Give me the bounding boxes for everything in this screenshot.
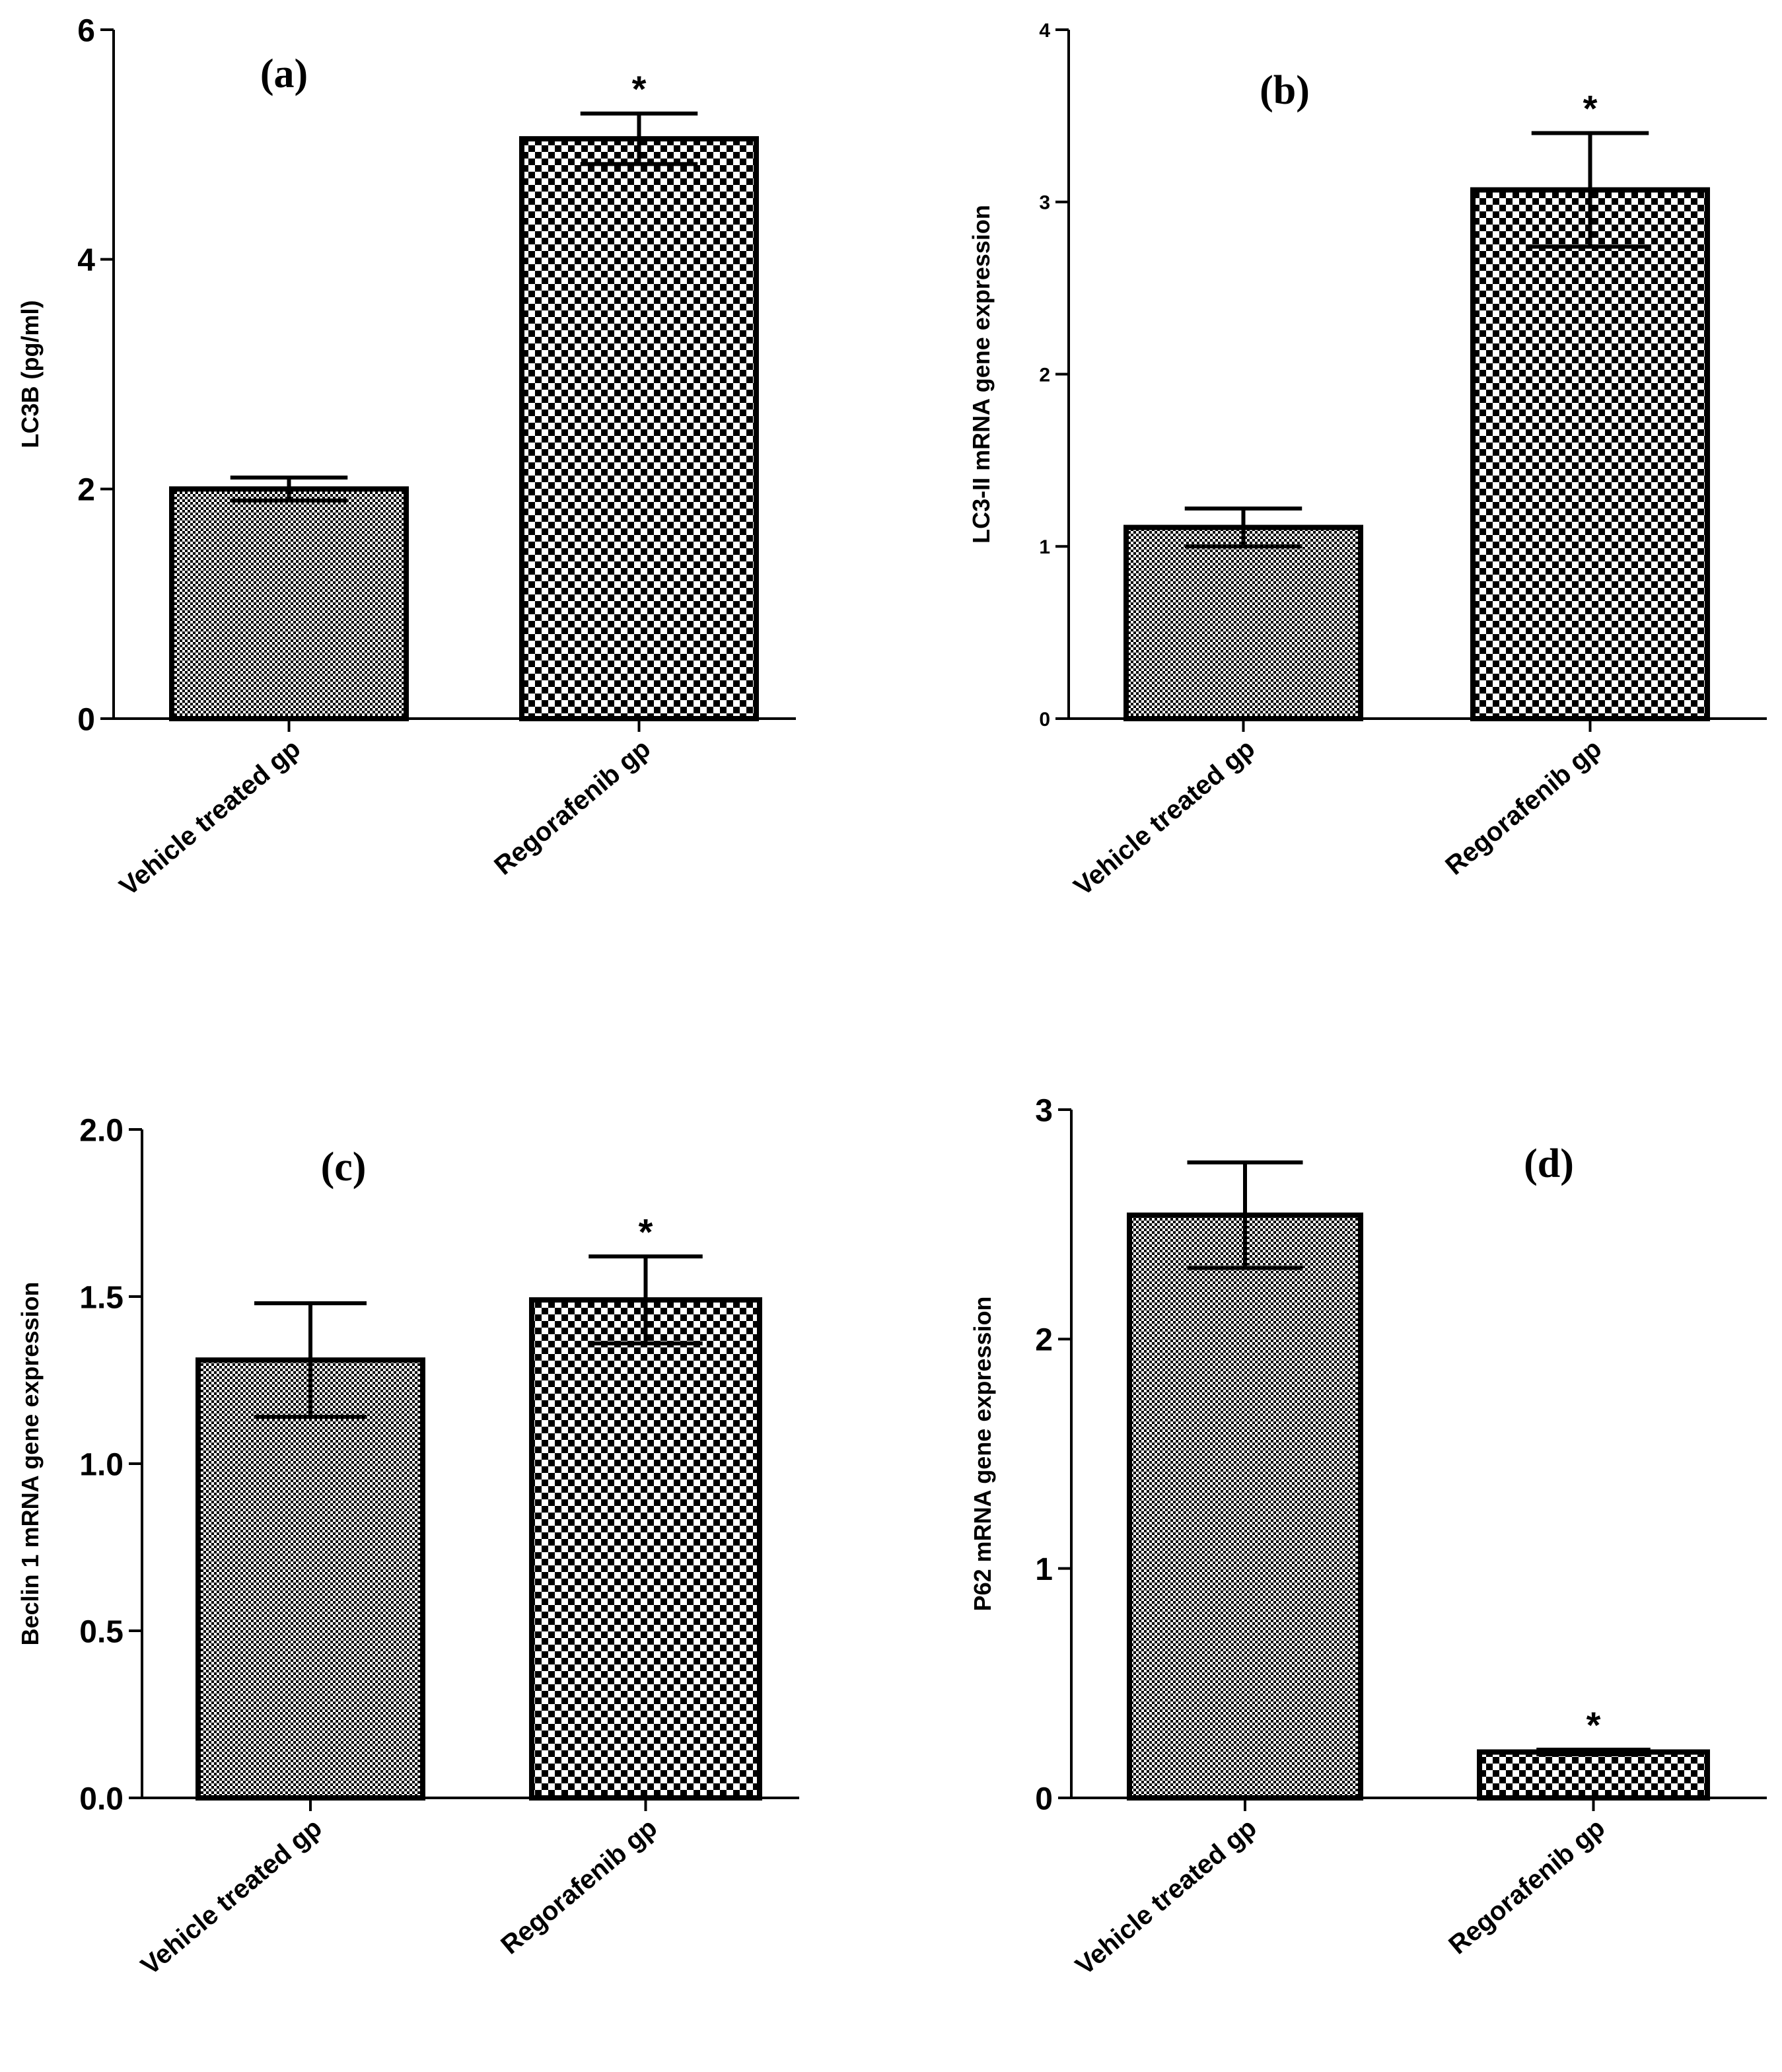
y-tick-label: 0 — [1039, 709, 1050, 731]
y-tick-label: 0 — [1035, 1781, 1053, 1816]
x-category-label: Vehicle treated gp — [1069, 734, 1261, 902]
y-tick-label: 0 — [77, 702, 95, 737]
y-tick-label: 0.0 — [79, 1781, 124, 1816]
panel-label: (a) — [260, 52, 308, 96]
x-category-label: Regorafenib gp — [495, 1813, 662, 1960]
bar — [1477, 1749, 1710, 1801]
y-tick-label: 4 — [77, 243, 95, 278]
y-tick-label: 2.0 — [79, 1113, 124, 1148]
x-category-label: Regorafenib gp — [489, 734, 656, 880]
chart-panel: 0 1 2 3 4 LC3-II mRNA gene expression Vehicle … — [968, 20, 1767, 902]
y-axis-title: P62 mRNA gene expression — [969, 1297, 996, 1612]
x-category-label: Regorafenib gp — [1440, 734, 1607, 880]
y-tick-label: 4 — [1039, 20, 1050, 42]
chart-panel: 0.0 0.5 1.0 1.5 2.0 Beclin 1 mRNA gene expres… — [17, 1113, 799, 1981]
bar — [519, 136, 759, 721]
y-tick-label: 2 — [1039, 364, 1050, 386]
y-tick-label: 0.5 — [79, 1614, 124, 1649]
x-category-label: Regorafenib gp — [1443, 1813, 1610, 1960]
bar — [1470, 187, 1710, 721]
chart-panel: 0 1 2 3 P62 mRNA gene expression Vehicle trea… — [969, 1093, 1767, 1981]
y-tick-label: 1 — [1039, 536, 1050, 558]
y-tick-label: 1.5 — [79, 1280, 124, 1315]
y-tick-label: 2 — [1035, 1323, 1053, 1358]
bar — [196, 1357, 425, 1801]
y-tick-label: 3 — [1035, 1093, 1053, 1128]
y-axis-title: LC3B (pg/ml) — [17, 301, 44, 448]
bar — [169, 486, 409, 721]
panel-label: (b) — [1260, 68, 1310, 113]
y-tick-label: 1 — [1035, 1552, 1053, 1587]
y-tick-label: 1.0 — [79, 1447, 124, 1482]
x-category-label: Vehicle treated gp — [1070, 1813, 1262, 1981]
y-tick-label: 2 — [77, 473, 95, 508]
y-axis-title: LC3-II mRNA gene expression — [968, 205, 995, 544]
bar — [1127, 1212, 1363, 1801]
panel-label: (c) — [321, 1145, 367, 1190]
bar — [529, 1297, 762, 1801]
significance-star: * — [1586, 1704, 1601, 1746]
significance-star: * — [1583, 87, 1598, 129]
chart-panel: 0 2 4 6 LC3B (pg/ml) Vehicle treated gp * Regor… — [17, 13, 796, 902]
bar — [1123, 524, 1363, 721]
y-tick-label: 3 — [1039, 192, 1050, 214]
panel-label: (d) — [1524, 1141, 1574, 1186]
y-tick-label: 6 — [77, 13, 95, 48]
x-category-label: Vehicle treated gp — [135, 1813, 328, 1981]
x-category-label: Vehicle treated gp — [114, 734, 306, 902]
y-axis-title: Beclin 1 mRNA gene expression — [17, 1282, 44, 1646]
significance-star: * — [639, 1211, 653, 1252]
significance-star: * — [632, 68, 647, 110]
